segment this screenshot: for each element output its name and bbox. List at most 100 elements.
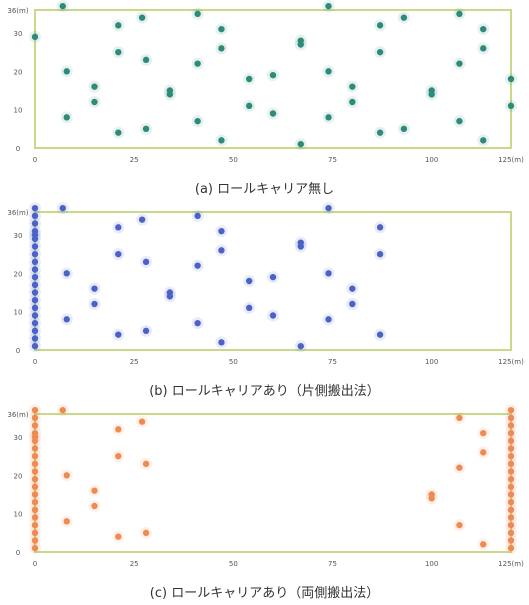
data-point bbox=[63, 68, 70, 75]
data-point bbox=[115, 533, 122, 540]
x-tick-label: 125(m) bbox=[498, 156, 524, 164]
data-point bbox=[269, 312, 277, 319]
stacked-point bbox=[507, 475, 515, 483]
data-point bbox=[218, 25, 225, 33]
data-point bbox=[115, 48, 122, 56]
stacked-point bbox=[31, 483, 39, 491]
stacked-point bbox=[507, 422, 515, 429]
data-point bbox=[142, 125, 150, 133]
data-point bbox=[456, 10, 463, 18]
data-point bbox=[456, 521, 463, 529]
data-point bbox=[325, 2, 332, 10]
stacked-point bbox=[31, 506, 39, 514]
data-point bbox=[325, 114, 332, 121]
y-tick-label: 20 bbox=[14, 68, 23, 76]
stacked-point bbox=[507, 544, 515, 552]
data-point bbox=[115, 129, 122, 136]
stacked-point bbox=[31, 296, 39, 304]
data-point bbox=[59, 204, 66, 212]
data-point bbox=[456, 117, 463, 125]
x-tick-label: 50 bbox=[229, 156, 238, 164]
x-tick-label: 100 bbox=[425, 560, 438, 568]
stacked-point bbox=[31, 227, 39, 235]
data-point bbox=[376, 129, 384, 136]
stacked-point bbox=[507, 483, 515, 491]
data-point bbox=[194, 319, 201, 327]
stacked-point bbox=[31, 327, 39, 335]
data-point bbox=[297, 342, 304, 350]
y-tick-label: 10 bbox=[14, 107, 23, 115]
y-tick-label: 20 bbox=[14, 472, 23, 480]
data-point bbox=[456, 414, 463, 422]
stacked-point bbox=[507, 460, 515, 468]
data-point bbox=[246, 277, 253, 285]
plot-frame-b bbox=[34, 211, 512, 351]
data-point bbox=[246, 75, 253, 83]
data-point bbox=[91, 83, 98, 90]
data-point bbox=[194, 262, 201, 269]
data-point bbox=[59, 406, 66, 414]
data-point bbox=[456, 464, 463, 471]
data-point bbox=[297, 41, 304, 48]
chart-panel-a: 0 25 50 75 100 125(m) 0 10 20 30 36(m) (a) ロールキャリア… bbox=[0, 0, 529, 200]
data-point bbox=[297, 140, 304, 148]
data-point bbox=[376, 224, 384, 231]
y-tick-label: 36(m) bbox=[7, 411, 28, 419]
data-point bbox=[115, 331, 122, 338]
y-tick-label: 0 bbox=[16, 549, 20, 557]
data-point bbox=[91, 98, 98, 106]
data-point bbox=[480, 449, 487, 456]
stacked-point bbox=[31, 460, 39, 468]
data-point bbox=[376, 331, 384, 338]
stacked-point bbox=[31, 212, 39, 220]
data-point bbox=[115, 250, 122, 258]
stacked-point bbox=[31, 429, 39, 437]
stacked-point bbox=[31, 445, 39, 452]
data-point bbox=[91, 487, 98, 494]
x-tick-label: 0 bbox=[33, 156, 37, 164]
data-point bbox=[63, 114, 70, 121]
stacked-point bbox=[31, 266, 39, 273]
stacked-point bbox=[507, 406, 515, 414]
stacked-point bbox=[31, 491, 39, 498]
data-point bbox=[480, 541, 487, 548]
stacked-point bbox=[31, 258, 39, 266]
stacked-point bbox=[507, 429, 515, 437]
data-point bbox=[376, 250, 384, 258]
data-point bbox=[218, 339, 225, 346]
chart-panel-c: 0 25 50 75 100 125(m) 0 10 20 30 36(m) (c) ロールキャリア… bbox=[0, 404, 529, 604]
data-point bbox=[269, 71, 277, 79]
stacked-point bbox=[31, 281, 39, 289]
data-point bbox=[246, 102, 253, 110]
data-point bbox=[480, 45, 487, 52]
data-point bbox=[194, 10, 201, 18]
y-tick-label: 0 bbox=[16, 347, 20, 355]
data-point bbox=[142, 460, 150, 468]
stacked-point bbox=[507, 514, 515, 521]
stacked-point bbox=[507, 468, 515, 475]
stacked-point bbox=[31, 544, 39, 552]
data-point bbox=[115, 22, 122, 29]
stacked-point bbox=[31, 452, 39, 460]
data-point bbox=[218, 137, 225, 144]
stacked-point bbox=[507, 529, 515, 537]
chart-plot-b: 0 25 50 75 100 125(m) 0 10 20 30 36(m) bbox=[7, 202, 524, 366]
data-point bbox=[349, 83, 356, 90]
stacked-point bbox=[31, 273, 39, 281]
stacked-point bbox=[31, 312, 39, 319]
stacked-point bbox=[507, 537, 515, 544]
stacked-point bbox=[507, 414, 515, 422]
data-point bbox=[325, 270, 332, 277]
data-point bbox=[480, 25, 487, 33]
data-point bbox=[142, 327, 150, 335]
data-point bbox=[218, 227, 225, 235]
data-point bbox=[456, 60, 463, 67]
data-point bbox=[246, 304, 253, 312]
plot-frame-c bbox=[34, 413, 512, 553]
stacked-point bbox=[31, 335, 39, 342]
data-point bbox=[115, 452, 122, 460]
stacked-point bbox=[31, 220, 39, 227]
y-tick-label: 30 bbox=[14, 232, 23, 240]
data-point bbox=[63, 270, 70, 277]
stacked-point bbox=[507, 445, 515, 452]
